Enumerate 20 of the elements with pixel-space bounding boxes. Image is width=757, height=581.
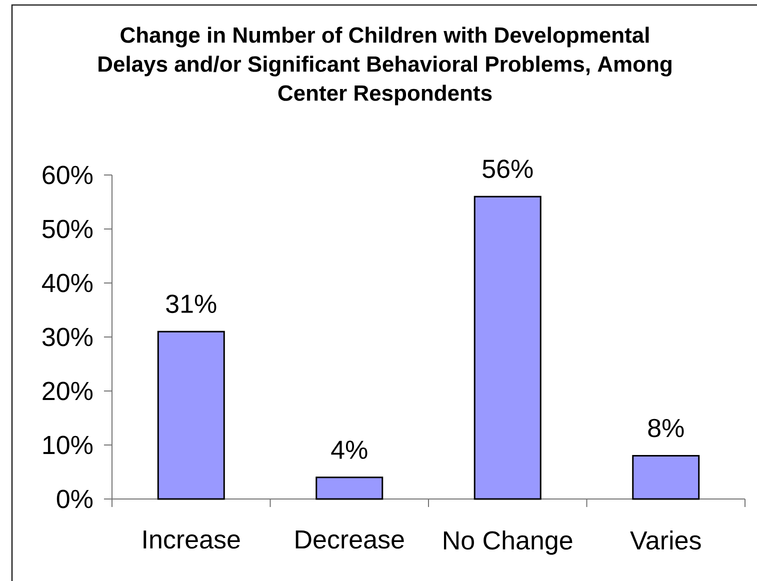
- y-tick-label: 10%: [43, 436, 93, 454]
- x-tick-label: Varies: [630, 530, 701, 550]
- y-tick-label: 50%: [42, 220, 93, 238]
- bar: [474, 196, 542, 500]
- x-tick-label: Increase: [144, 530, 240, 549]
- data-label: 8%: [648, 418, 684, 438]
- y-tick-label: 0%: [56, 490, 93, 508]
- x-tick-label: No Change: [444, 530, 572, 555]
- y-tick-label: 60%: [42, 166, 93, 184]
- bar: [316, 476, 384, 500]
- y-tick-label: 30%: [42, 328, 93, 346]
- data-label: 31%: [166, 294, 216, 314]
- y-tick-label: 20%: [42, 382, 93, 400]
- data-label: 56%: [482, 160, 533, 178]
- chart-title: Change in Number of Children with Developmental Delays and/or Significant Behavioral Problems, Among Center Respondents: [98, 26, 672, 106]
- y-tick-label: 40%: [42, 274, 93, 292]
- x-tick-label: Decrease: [296, 530, 404, 549]
- bar: [632, 455, 700, 500]
- bar: [157, 330, 225, 500]
- data-label: 4%: [331, 440, 368, 459]
